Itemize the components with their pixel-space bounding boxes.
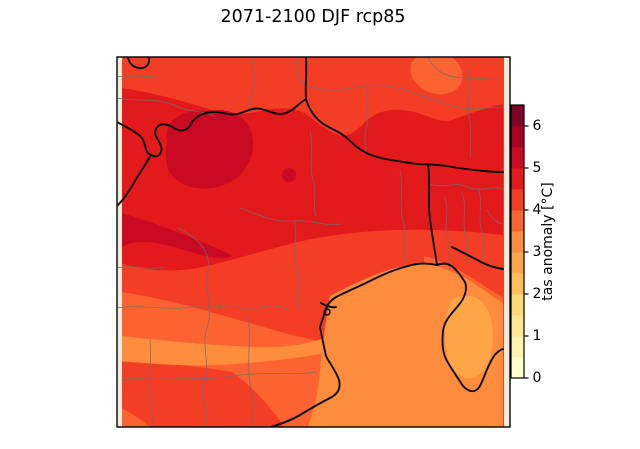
colorbar-segment [511, 357, 524, 379]
colorbar-axis-label: tas anomaly [°C] [540, 182, 556, 300]
border-to-top-edge [304, 57, 308, 100]
colorbar-tick-label: 5 [533, 160, 542, 176]
colorbar [511, 105, 524, 379]
colorbar-tick-label: 1 [533, 328, 542, 344]
colorbar-segment [511, 126, 524, 148]
border-west-spur [117, 154, 152, 207]
map-frame [116, 56, 511, 428]
colorbar-tick-label: 6 [533, 118, 542, 134]
lagoon-detail [323, 308, 331, 316]
border-east-vertical [427, 164, 438, 266]
plot-title: 2071-2100 DJF rcp85 [220, 7, 405, 27]
colorbar-segment [511, 189, 524, 211]
colorbar-segment [511, 273, 524, 295]
contour-blob-5.0-5.5 [165, 109, 254, 189]
colorbar-frame [510, 104, 525, 379]
colorbar-tick-label: 4 [533, 202, 542, 218]
colorbar-segment [511, 147, 524, 169]
colorbar-segment [511, 168, 524, 190]
coastline-istria [436, 262, 504, 393]
colorbar-ticks: 0 1 2 3 4 5 6 [524, 118, 542, 386]
colorbar-segment [511, 294, 524, 316]
border-east-diagonal [451, 246, 504, 270]
border-hook-top-left [127, 57, 151, 70]
border-alpine-west [117, 98, 307, 158]
map-area [117, 57, 510, 427]
country-borders [117, 57, 504, 427]
contour-dot-5.0-5.5 [282, 168, 296, 182]
contour-istria-2.0-2.5 [445, 295, 493, 379]
colorbar-tick-label: 2 [533, 286, 542, 302]
colorbar-segment [511, 336, 524, 358]
colorbar-segment [511, 252, 524, 274]
colorbar-tick-label: 0 [533, 370, 542, 386]
lagoon-spit [320, 302, 337, 309]
coastline-gulf-of-venice [270, 262, 438, 427]
colorbar-segment [511, 231, 524, 253]
contour-topright-blob-3.5-4.0 [410, 57, 463, 95]
colorbar-segment [511, 210, 524, 232]
border-alpine-east [305, 98, 504, 173]
colorbar-segment [511, 105, 524, 127]
contour-west-tongue-2.5-3.0 [122, 334, 332, 366]
contour-west-band-5.0-5.5 [122, 213, 232, 259]
colorbar-tick-label: 3 [533, 244, 542, 260]
colorbar-segment [511, 315, 524, 337]
